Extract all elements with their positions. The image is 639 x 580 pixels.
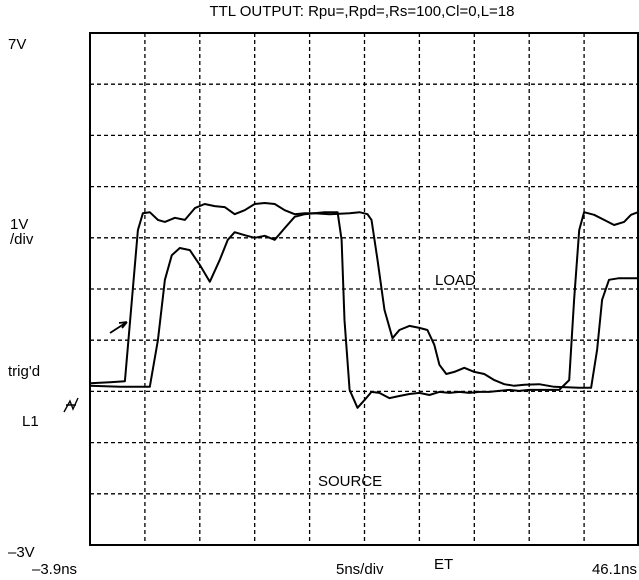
x-tick-label: 46.1ns bbox=[592, 561, 637, 578]
annotation: trig'd bbox=[8, 363, 40, 380]
waveform bbox=[89, 202, 639, 409]
waveform bbox=[89, 211, 638, 389]
annotation: SOURCE bbox=[318, 473, 382, 490]
annotation: /div bbox=[10, 231, 34, 248]
y-tick-label: 7V bbox=[8, 36, 26, 53]
annotation: ET bbox=[434, 556, 453, 573]
trigger-arrow bbox=[109, 321, 128, 334]
chart-title: TTL OUTPUT: Rpu=,Rpd=,Rs=100,Cl=0,L=18 bbox=[209, 3, 514, 20]
x-tick-label: –3.9ns bbox=[32, 561, 77, 578]
annotation: 1V bbox=[10, 216, 28, 233]
annotation: LOAD bbox=[435, 272, 476, 289]
plot-frame bbox=[89, 32, 639, 546]
annotation: L1 bbox=[22, 413, 39, 430]
trigger-icon bbox=[63, 397, 79, 413]
annotation: 5ns/div bbox=[336, 561, 384, 578]
y-tick-label: –3V bbox=[8, 544, 35, 561]
